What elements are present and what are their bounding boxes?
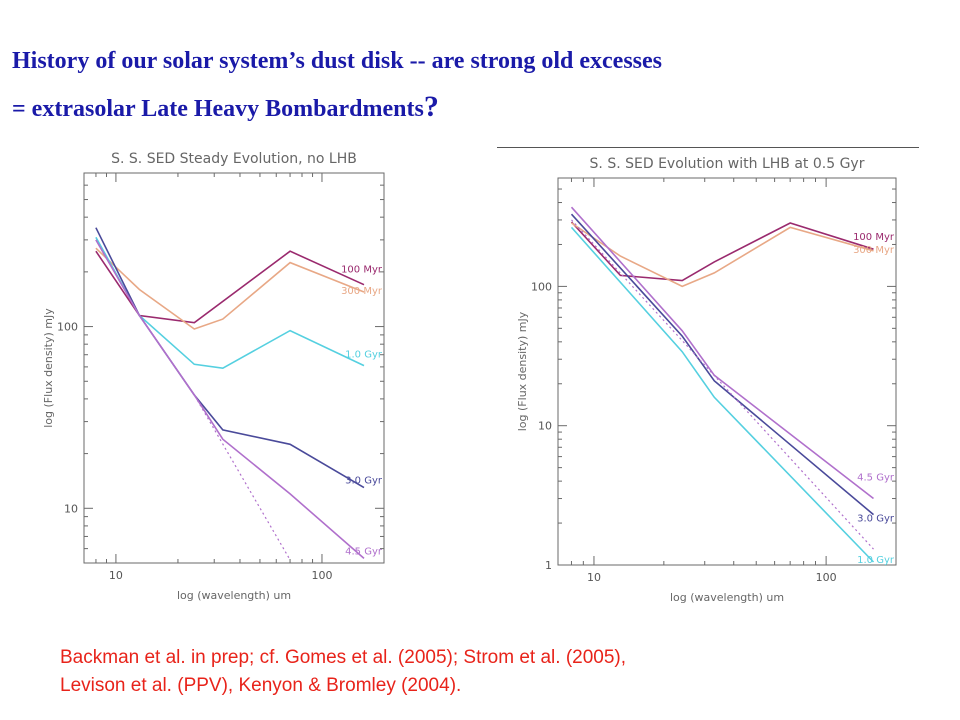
left-series-300-myr-label: 300 Myr [341,286,383,297]
left-series-dotted-reference-line [95,239,291,561]
right-series-300-myr-line [571,222,874,288]
right-chart-title: S. S. SED Evolution with LHB at 0.5 Gyr [590,156,865,172]
right-series-dotted-reference-line [571,219,874,550]
left-series-3-0-gyr-line [95,227,365,489]
left-y-tick-label: 100 [57,321,78,334]
chart-no-lhb: 10 100 10 100 S. S. SED Steady Evolution, no… [28,138,440,620]
divider-line [497,147,919,148]
citation-caption: Backman et al. in prep; cf. Gomes et al.… [60,644,940,700]
left-y-tick-label: 10 [64,502,78,515]
right-y-tick-label: 10 [538,420,552,433]
right-y-tick-label: 100 [531,280,552,293]
right-x-tick-label: 10 [587,571,601,584]
title-line-2-text: = extrasolar Late Heavy Bombardments [12,96,424,122]
left-plot-frame [83,172,385,564]
chart-no-lhb-svg: 10 100 10 100 S. S. SED Steady Evolution, no… [42,151,385,602]
left-chart-title: S. S. SED Steady Evolution, no LHB [111,151,357,167]
left-x-axis-label: log (wavelength) um [177,589,291,602]
right-plot-frame [557,177,897,566]
right-y-tick-label: 1 [545,559,552,572]
right-series-3-0-gyr-label: 3.0 Gyr [857,514,895,525]
right-series-4-5-gyr-label: 4.5 Gyr [857,473,895,484]
left-y-axis-label: log (Flux density) mJy [42,308,55,428]
right-series-100-myr-line [570,221,874,282]
left-series-100-myr-label: 100 Myr [341,265,383,276]
right-x-axis-label: log (wavelength) um [670,591,784,604]
right-x-tick-label: 100 [816,571,837,584]
caption-line-1: Backman et al. in prep; cf. Gomes et al.… [60,647,627,668]
chart-with-lhb: 10 100 1 10 100 S. S. SED Evolution with LHB … [508,148,918,620]
left-series-4-5-gyr-line [95,239,365,560]
right-series-1-0-gyr-label: 1.0 Gyr [857,555,895,566]
title-line-1: History of our solar system’s dust disk … [12,48,662,74]
right-series-3-0-gyr-line [570,213,875,516]
title-line-2: = extrasolar Late Heavy Bombardments? [12,84,952,132]
slide-title: History of our solar system’s dust disk … [12,38,952,132]
left-x-tick-label: 100 [311,569,332,582]
right-series-100-myr-label: 100 Myr [853,232,895,243]
left-series-4-5-gyr-label: 4.5 Gyr [345,546,383,557]
title-question-mark: ? [423,90,439,123]
right-series-4-5-gyr-line [570,206,874,500]
chart-with-lhb-svg: 10 100 1 10 100 S. S. SED Evolution with LHB … [516,156,897,604]
left-x-tick-label: 10 [109,569,123,582]
right-series-300-myr-label: 300 Myr [853,245,895,256]
right-y-axis-label: log (Flux density) mJy [516,311,529,431]
left-series-1-0-gyr-line [95,236,365,370]
right-series-1-0-gyr-line [570,226,875,563]
left-series-300-myr-line [95,247,365,330]
caption-line-2: Levison et al. (PPV), Kenyon & Bromley (… [60,675,462,696]
left-series-3-0-gyr-label: 3.0 Gyr [345,476,383,487]
left-series-1-0-gyr-label: 1.0 Gyr [345,350,383,361]
left-series-100-myr-line [95,250,365,324]
